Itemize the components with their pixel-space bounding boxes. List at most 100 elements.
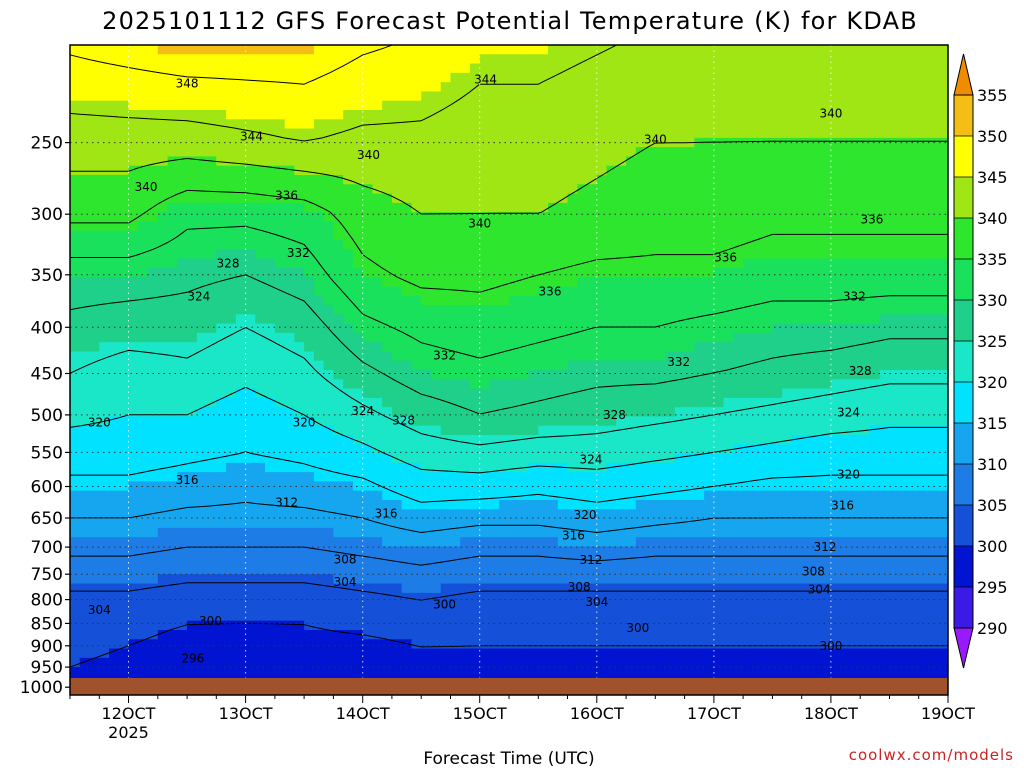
theta-fill-cell — [382, 128, 393, 139]
theta-fill-cell — [489, 221, 500, 232]
theta-fill-cell — [908, 323, 920, 334]
theta-fill-cell — [528, 435, 539, 445]
theta-fill-cell — [421, 518, 432, 529]
theta-fill-cell — [821, 128, 832, 139]
theta-fill-cell — [362, 435, 374, 445]
theta-fill-cell — [323, 175, 334, 185]
theta-fill-cell — [294, 184, 305, 195]
theta-fill-cell — [850, 212, 861, 223]
theta-fill-cell — [518, 54, 530, 65]
theta-fill-cell — [99, 258, 110, 269]
theta-fill-cell — [908, 351, 920, 362]
theta-fill-cell — [323, 230, 334, 241]
theta-fill-cell — [694, 72, 705, 83]
theta-fill-cell — [401, 407, 413, 418]
theta-fill-cell — [216, 82, 227, 93]
theta-fill-cell — [869, 45, 881, 55]
theta-fill-cell — [109, 202, 120, 213]
theta-fill-cell — [352, 267, 364, 278]
theta-fill-cell — [704, 435, 715, 445]
theta-fill-cell — [928, 63, 939, 74]
theta-fill-cell — [391, 509, 403, 520]
theta-fill-cell — [879, 128, 891, 139]
theta-fill-cell — [157, 184, 169, 195]
theta-fill-cell — [743, 462, 754, 473]
theta-fill-cell — [343, 72, 354, 83]
theta-fill-cell — [362, 286, 374, 297]
theta-fill-cell — [284, 342, 295, 353]
theta-fill-cell — [713, 193, 725, 204]
theta-fill-cell — [938, 425, 948, 436]
theta-fill-cell — [850, 342, 861, 353]
theta-fill-cell — [479, 342, 491, 353]
theta-fill-cell — [79, 45, 91, 55]
theta-fill-cell — [430, 444, 442, 455]
theta-fill-cell — [811, 240, 822, 250]
theta-fill-cell — [148, 453, 159, 464]
theta-fill-cell — [811, 184, 822, 195]
theta-fill-cell — [879, 500, 891, 510]
theta-fill-cell — [89, 54, 100, 65]
theta-fill-cell — [440, 156, 452, 167]
theta-fill-cell — [99, 91, 110, 102]
theta-fill-cell — [567, 500, 578, 510]
theta-fill-cell — [469, 45, 481, 55]
theta-fill-cell — [70, 332, 81, 343]
theta-fill-cell — [918, 147, 930, 158]
theta-fill-cell — [655, 82, 666, 93]
theta-fill-cell — [655, 481, 666, 492]
theta-fill-cell — [869, 462, 881, 473]
theta-fill-cell — [596, 342, 608, 353]
theta-fill-cell — [265, 379, 276, 390]
theta-fill-cell — [274, 388, 286, 399]
theta-fill-cell — [489, 453, 500, 464]
theta-fill-cell — [606, 314, 617, 325]
theta-fill-cell — [352, 54, 364, 65]
theta-fill-cell — [79, 323, 91, 334]
theta-fill-cell — [499, 165, 510, 176]
theta-fill-cell — [235, 518, 247, 529]
theta-fill-cell — [791, 453, 803, 464]
theta-fill-cell — [557, 91, 569, 102]
theta-fill-cell — [733, 379, 744, 390]
theta-fill-cell — [509, 137, 520, 148]
theta-fill-cell — [577, 267, 588, 278]
theta-fill-cell — [577, 91, 588, 102]
theta-fill-cell — [938, 490, 948, 501]
theta-fill-cell — [762, 295, 773, 306]
theta-fill-cell — [89, 137, 100, 148]
theta-fill-cell — [928, 277, 939, 288]
theta-fill-cell — [674, 342, 686, 353]
theta-fill-cell — [762, 351, 773, 362]
theta-fill-cell — [469, 388, 481, 399]
theta-fill-cell — [138, 137, 149, 148]
theta-fill-cell — [772, 518, 783, 529]
theta-fill-cell — [274, 546, 286, 557]
theta-fill-cell — [343, 82, 354, 93]
theta-fill-cell — [138, 147, 149, 158]
theta-fill-cell — [499, 249, 510, 260]
theta-fill-cell — [70, 165, 81, 176]
theta-fill-cell — [167, 462, 178, 473]
theta-fill-cell — [645, 481, 656, 492]
theta-fill-cell — [830, 137, 842, 148]
theta-fill-cell — [440, 45, 452, 55]
theta-fill-cell — [713, 72, 725, 83]
theta-fill-cell — [791, 202, 803, 213]
theta-fill-cell — [655, 537, 666, 548]
theta-fill-cell — [499, 54, 510, 65]
theta-fill-cell — [245, 212, 256, 223]
theta-fill-cell — [284, 388, 295, 399]
theta-fill-cell — [889, 165, 900, 176]
theta-fill-cell — [869, 435, 881, 445]
theta-fill-cell — [616, 184, 627, 195]
theta-fill-cell — [899, 407, 910, 418]
theta-fill-cell — [879, 267, 891, 278]
theta-fill-cell — [216, 202, 227, 213]
theta-fill-cell — [401, 537, 413, 548]
theta-fill-cell — [323, 435, 334, 445]
theta-fill-cell — [596, 137, 608, 148]
theta-fill-cell — [830, 277, 842, 288]
theta-fill-cell — [118, 147, 130, 158]
theta-fill-cell — [352, 462, 364, 473]
